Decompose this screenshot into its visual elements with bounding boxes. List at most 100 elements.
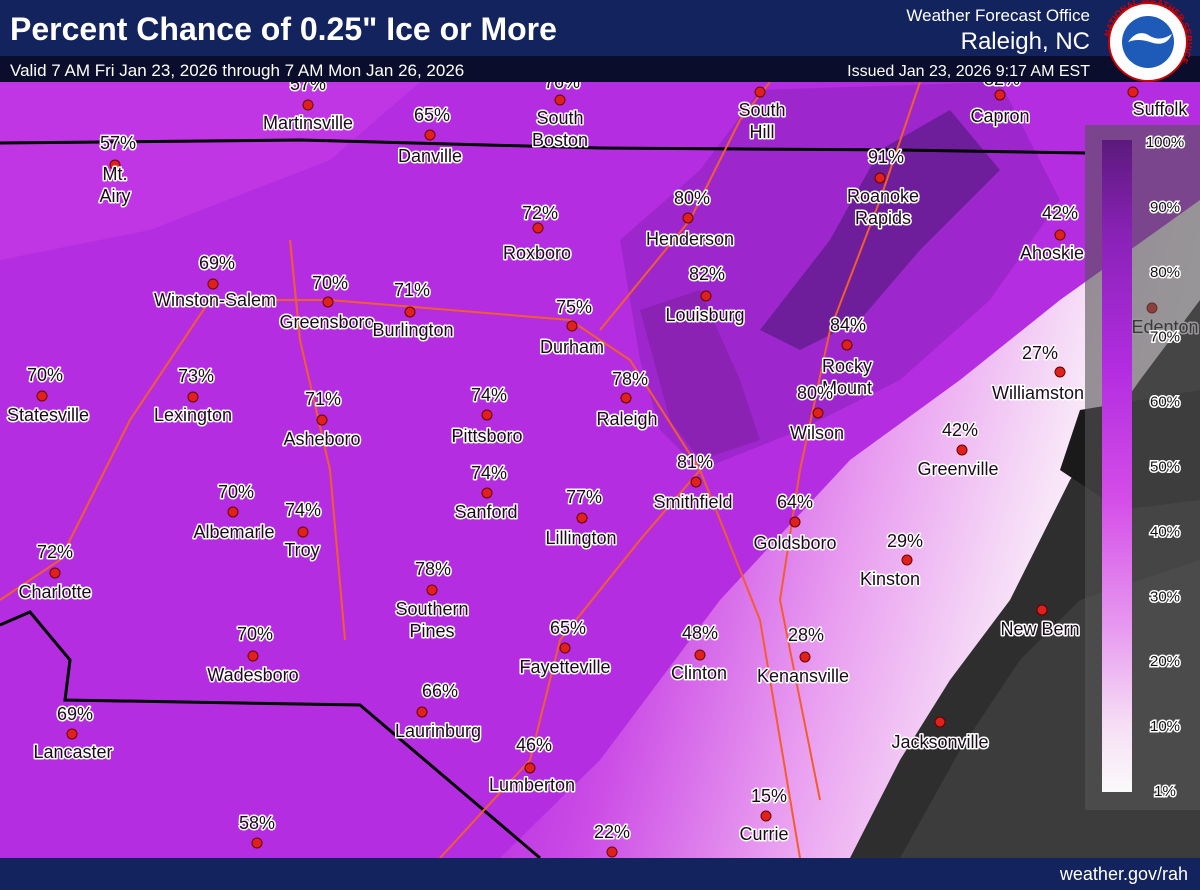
city-name-line: Pines <box>409 621 454 641</box>
city-percent: 65% <box>550 618 586 638</box>
city-dot <box>227 506 239 518</box>
city-dot <box>187 391 199 403</box>
city-dot <box>297 526 309 538</box>
city-dot <box>532 222 544 234</box>
title: Percent Chance of 0.25" Ice or More <box>10 11 557 47</box>
city-dot <box>424 129 436 141</box>
city-name: Troy <box>284 540 319 560</box>
city-dot <box>901 554 913 566</box>
city-percent: 81% <box>677 452 713 472</box>
city-percent: 70% <box>312 273 348 293</box>
city-percent: 65% <box>414 105 450 125</box>
city-percent: 84% <box>830 315 866 335</box>
city-name: Albemarle <box>193 522 274 542</box>
title-bar <box>0 0 1200 56</box>
city-dot <box>1054 229 1066 241</box>
city-name: Ahoskie <box>1020 243 1084 263</box>
legend-label: 1% <box>1154 783 1176 800</box>
city-dot <box>799 651 811 663</box>
city-percent: 70% <box>218 482 254 502</box>
city-name: Winston-Salem <box>154 290 276 310</box>
city-percent: 29% <box>887 531 923 551</box>
city-dot <box>841 339 853 351</box>
city-dot <box>322 296 334 308</box>
city-name: Lancaster <box>33 742 112 762</box>
city-percent: 42% <box>1042 203 1078 223</box>
city-percent: 28% <box>788 625 824 645</box>
city-dot <box>404 306 416 318</box>
city-name: South Boston <box>532 108 588 150</box>
city-name: Asheboro <box>283 429 360 449</box>
legend-label: 60% <box>1150 394 1180 411</box>
city-name: Williamston <box>992 383 1084 403</box>
city-percent: 80% <box>674 188 710 208</box>
city-name: Currie <box>739 824 788 844</box>
city-name: Roanoke Rapids <box>847 186 919 228</box>
city-dot <box>690 476 702 488</box>
city-dot <box>207 278 219 290</box>
city-percent: 71% <box>394 280 430 300</box>
city-name: Fayetteville <box>519 657 610 677</box>
city-percent: 46% <box>516 735 552 755</box>
city-name: Southern Pines <box>395 599 468 641</box>
city-dot <box>566 320 578 332</box>
city-dot <box>49 567 61 579</box>
city-name-line: South <box>536 108 583 128</box>
city-percent: 72% <box>37 542 73 562</box>
city-name: Mt. Airy <box>100 164 131 206</box>
city-dot <box>481 409 493 421</box>
city-dot <box>481 487 493 499</box>
city-dot <box>760 810 772 822</box>
valid-period: Valid 7 AM Fri Jan 23, 2026 through 7 AM… <box>10 61 464 80</box>
city-percent: 27% <box>1022 343 1058 363</box>
city-name: Danville <box>398 146 462 166</box>
city-dot <box>416 706 428 718</box>
city-name: Durham <box>540 337 604 357</box>
city-percent: 74% <box>285 500 321 520</box>
city-dot <box>934 716 946 728</box>
legend-label: 40% <box>1150 523 1180 540</box>
city-name: Lexington <box>154 405 232 425</box>
city-name-line: Hill <box>750 122 775 142</box>
city-percent: 64% <box>777 492 813 512</box>
city-dot <box>1036 604 1048 616</box>
city-dot <box>812 407 824 419</box>
city-dot <box>66 728 78 740</box>
city-name: Goldsboro <box>753 533 836 553</box>
city-name: Wilson <box>790 423 844 443</box>
city-name: Statesville <box>7 405 89 425</box>
city-name-line: Roanoke <box>847 186 919 206</box>
city-name: Pittsboro <box>451 426 522 446</box>
city-dot <box>1127 86 1139 98</box>
footer: weather.gov/rah <box>1059 864 1188 884</box>
city-dot <box>302 99 314 111</box>
legend-label: 10% <box>1150 718 1180 735</box>
city-dot <box>694 649 706 661</box>
office: Weather Forecast Office <box>906 6 1090 25</box>
legend-label: 70% <box>1150 329 1180 346</box>
city-name: Kinston <box>860 569 920 589</box>
city-name-line: Boston <box>532 130 588 150</box>
city-name-line: Mount <box>822 378 872 398</box>
city-dot <box>109 159 121 171</box>
city-name: Lumberton <box>489 775 575 795</box>
legend-label: 30% <box>1150 588 1180 605</box>
city-dot <box>1054 366 1066 378</box>
city-name-line: Rocky <box>822 356 872 376</box>
city-percent: 42% <box>942 420 978 440</box>
city-percent: 91% <box>868 147 904 167</box>
city-percent: 57% <box>100 133 136 153</box>
city-dot <box>682 212 694 224</box>
city-percent: 74% <box>471 385 507 405</box>
city-dot <box>994 89 1006 101</box>
city-name: Wadesboro <box>207 665 298 685</box>
city-name: Louisburg <box>665 305 744 325</box>
city-name-line: Airy <box>100 186 131 206</box>
city-name: Greensboro <box>279 312 374 332</box>
city-name: Suffolk <box>1133 99 1189 119</box>
city-dot <box>251 837 263 849</box>
city-percent: 78% <box>415 559 451 579</box>
footer-bar <box>0 858 1200 890</box>
city-name-line: South <box>738 100 785 120</box>
city-dot <box>700 290 712 302</box>
